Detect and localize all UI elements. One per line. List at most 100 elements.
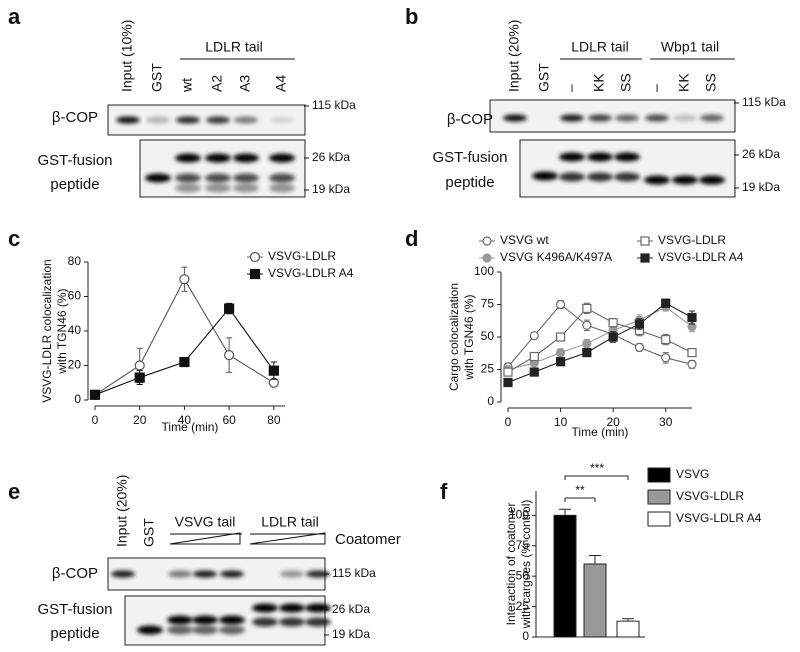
band — [145, 173, 171, 183]
panel-letter: b — [405, 4, 418, 29]
band — [588, 114, 612, 122]
size-marker: 26 kDa — [742, 147, 780, 161]
band — [587, 172, 613, 182]
legend-swatch — [647, 511, 671, 527]
row-label: GST-fusion — [37, 601, 112, 618]
lane-label: Input (20%) — [114, 475, 130, 547]
significance-bracket — [564, 497, 596, 502]
marker — [249, 251, 261, 263]
lane-label: A3 — [237, 75, 253, 92]
marker — [224, 350, 235, 361]
marker — [529, 367, 539, 377]
marker — [503, 367, 513, 377]
marker — [582, 320, 592, 330]
error-bar — [559, 508, 571, 516]
panel-letter: d — [405, 226, 418, 251]
marker — [529, 331, 539, 341]
band — [176, 116, 200, 124]
series-line — [507, 306, 693, 371]
y-axis-label: Cargo colocalization — [447, 283, 461, 391]
marker — [687, 312, 697, 323]
marker — [687, 359, 697, 369]
marker — [134, 372, 145, 383]
x-tick-label: 0 — [505, 415, 512, 429]
y-axis-label: Interaction of coatomer — [504, 503, 518, 626]
y-tick-label: 25 — [481, 362, 495, 376]
band — [205, 173, 231, 183]
band — [252, 617, 278, 627]
band — [614, 152, 640, 162]
band — [192, 625, 218, 635]
band — [233, 173, 259, 183]
band — [532, 171, 558, 181]
y-axis-label: with TGN46 (%) — [462, 294, 476, 380]
legend-label: VSVG — [676, 467, 709, 481]
size-marker: 26 kDa — [312, 150, 350, 164]
row-label: β-COP — [52, 565, 98, 582]
marker — [179, 356, 190, 368]
y-axis-label: with cargoes (% control) — [519, 500, 533, 630]
x-tick-label: 30 — [659, 415, 673, 429]
bar — [553, 514, 577, 638]
panel-letter: a — [8, 4, 21, 29]
size-marker: 19 kDa — [742, 180, 780, 194]
x-tick-label: 60 — [222, 413, 236, 427]
marker — [661, 298, 671, 308]
significance-bracket — [564, 475, 629, 480]
band — [645, 114, 669, 122]
bar — [583, 563, 607, 638]
y-tick-label: 50 — [516, 568, 530, 582]
band — [279, 603, 305, 613]
marker — [608, 332, 618, 342]
marker — [640, 236, 650, 246]
band — [559, 152, 585, 162]
band — [205, 153, 231, 163]
marker — [89, 389, 101, 400]
lane-label: SS — [618, 73, 634, 92]
x-tick-label: 10 — [554, 415, 568, 429]
panel-letter: f — [440, 479, 448, 504]
band — [672, 175, 698, 185]
band — [644, 175, 670, 185]
marker — [529, 351, 539, 362]
row-label: peptide — [50, 625, 99, 642]
x-axis-label: Time (min) — [572, 425, 629, 439]
y-tick-label: 0 — [487, 394, 494, 408]
band — [503, 114, 527, 122]
lane-label: GST — [141, 518, 157, 547]
row-label: β-COP — [447, 111, 493, 128]
y-axis-label: VSVG-LDLR colocalization — [40, 259, 54, 402]
group-label: LDLR tail — [261, 514, 319, 530]
y-tick-label: 60 — [68, 289, 82, 303]
marker — [582, 348, 592, 358]
legend-swatch — [647, 489, 671, 505]
band — [305, 617, 331, 627]
band — [306, 570, 330, 578]
band — [168, 570, 192, 578]
row-label: peptide — [445, 174, 494, 191]
legend-label: VSVG-LDLR — [658, 233, 726, 247]
band — [269, 153, 295, 163]
band — [270, 116, 294, 124]
significance-label: *** — [590, 461, 604, 475]
band — [233, 153, 259, 163]
band — [234, 116, 258, 124]
bar — [616, 620, 640, 638]
y-tick-label: 40 — [68, 323, 82, 337]
size-marker: 19 kDa — [312, 182, 350, 196]
marker — [640, 253, 650, 263]
lane-label: – — [648, 84, 664, 92]
group-label: Wbp1 tail — [661, 39, 719, 55]
band — [219, 625, 245, 635]
lane-label: SS — [703, 73, 719, 92]
x-tick-label: 20 — [133, 413, 147, 427]
band — [560, 114, 584, 122]
band — [614, 172, 640, 182]
y-tick-label: 50 — [481, 329, 495, 343]
band — [233, 183, 259, 193]
marker — [634, 319, 645, 329]
marker — [503, 377, 513, 388]
size-marker: 115 kDa — [332, 566, 376, 580]
marker — [687, 348, 697, 358]
lane-label: A2 — [209, 75, 225, 92]
